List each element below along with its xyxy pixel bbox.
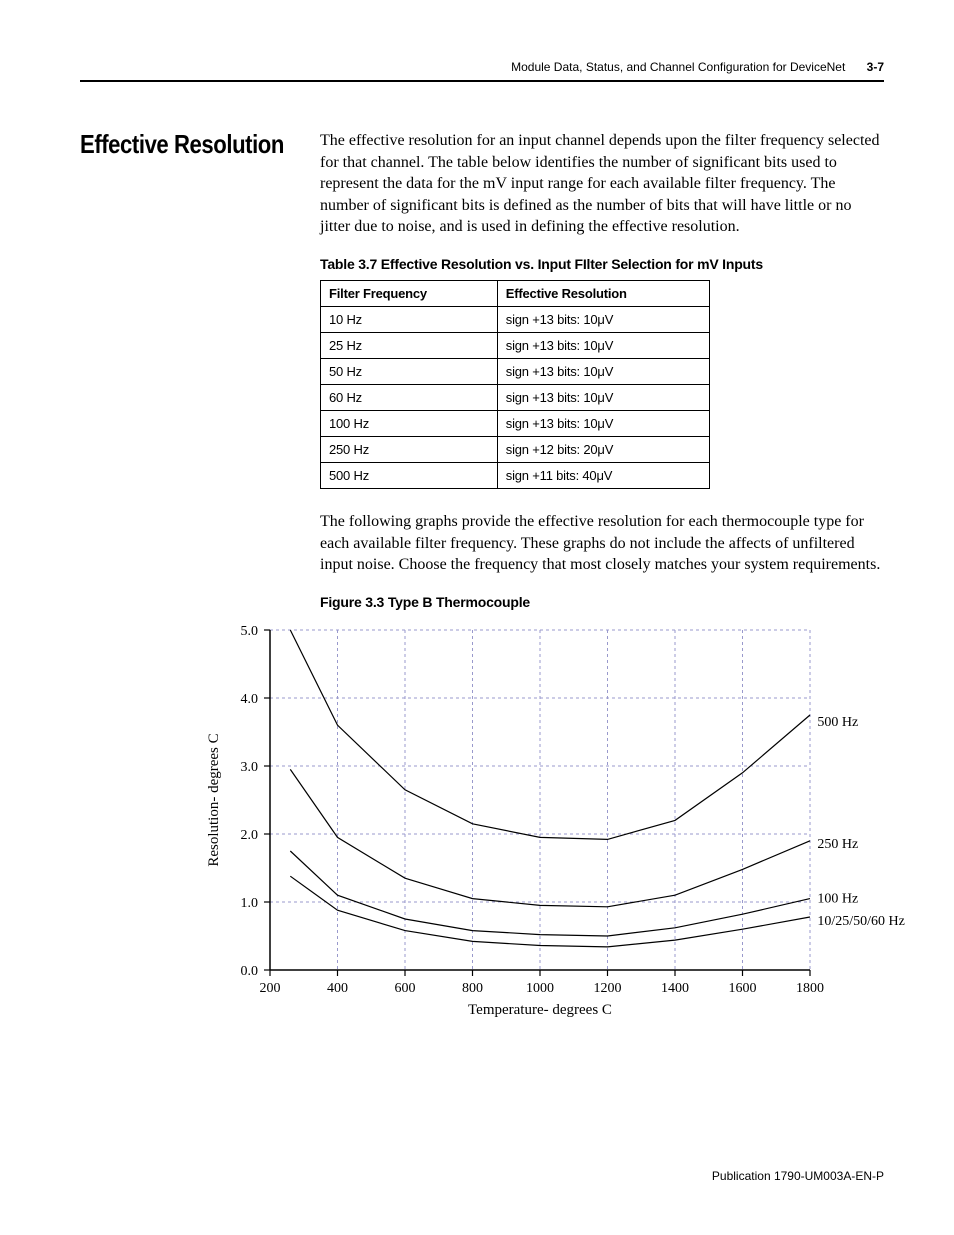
svg-text:250 Hz: 250 Hz (817, 837, 858, 852)
svg-text:Resolution- degrees C: Resolution- degrees C (206, 733, 222, 866)
table-header-freq: Filter Frequency (321, 280, 498, 306)
svg-text:400: 400 (327, 981, 348, 996)
table-row: 10 Hzsign +13 bits: 10μV (321, 306, 710, 332)
running-title: Module Data, Status, and Channel Configu… (511, 60, 845, 74)
intro-paragraph: The effective resolution for an input ch… (320, 130, 884, 238)
figure-title: Figure 3.3 Type B Thermocouple (320, 594, 884, 610)
svg-text:1000: 1000 (526, 981, 554, 996)
svg-text:1.0: 1.0 (241, 896, 259, 911)
svg-text:2.0: 2.0 (241, 828, 259, 843)
table-header-res: Effective Resolution (497, 280, 709, 306)
table-row: 100 Hzsign +13 bits: 10μV (321, 410, 710, 436)
svg-text:600: 600 (395, 981, 416, 996)
table-row: 50 Hzsign +13 bits: 10μV (321, 358, 710, 384)
thermocouple-chart: 200 400 600 800 1000 1200 1400 1600 1800 0.0 1.0 2.… (200, 620, 920, 1020)
svg-text:Temperature- degrees C: Temperature- degrees C (468, 1002, 612, 1018)
svg-text:1800: 1800 (796, 981, 824, 996)
table-row: 60 Hzsign +13 bits: 10μV (321, 384, 710, 410)
svg-text:3.0: 3.0 (241, 760, 259, 775)
svg-text:1600: 1600 (729, 981, 757, 996)
svg-text:100 Hz: 100 Hz (817, 891, 858, 906)
table-row: 500 Hzsign +11 bits: 40μV (321, 462, 710, 488)
publication-id: Publication 1790-UM003A-EN-P (712, 1169, 884, 1183)
svg-text:5.0: 5.0 (241, 624, 259, 639)
graphs-paragraph: The following graphs provide the effecti… (320, 511, 884, 576)
resolution-table: Filter Frequency Effective Resolution 10… (320, 280, 710, 489)
page-number: 3-7 (867, 60, 884, 74)
svg-text:200: 200 (260, 981, 281, 996)
svg-text:4.0: 4.0 (241, 692, 259, 707)
svg-text:1200: 1200 (594, 981, 622, 996)
svg-text:500 Hz: 500 Hz (817, 715, 858, 730)
table-title: Table 3.7 Effective Resolution vs. Input… (320, 256, 884, 272)
running-header: Module Data, Status, and Channel Configu… (80, 60, 884, 82)
svg-text:0.0: 0.0 (241, 964, 259, 979)
table-row: 250 Hzsign +12 bits: 20μV (321, 436, 710, 462)
svg-text:10/25/50/60 Hz: 10/25/50/60 Hz (817, 914, 905, 929)
svg-text:1400: 1400 (661, 981, 689, 996)
section-heading: Effective Resolution (80, 130, 284, 159)
svg-text:800: 800 (462, 981, 483, 996)
table-row: 25 Hzsign +13 bits: 10μV (321, 332, 710, 358)
